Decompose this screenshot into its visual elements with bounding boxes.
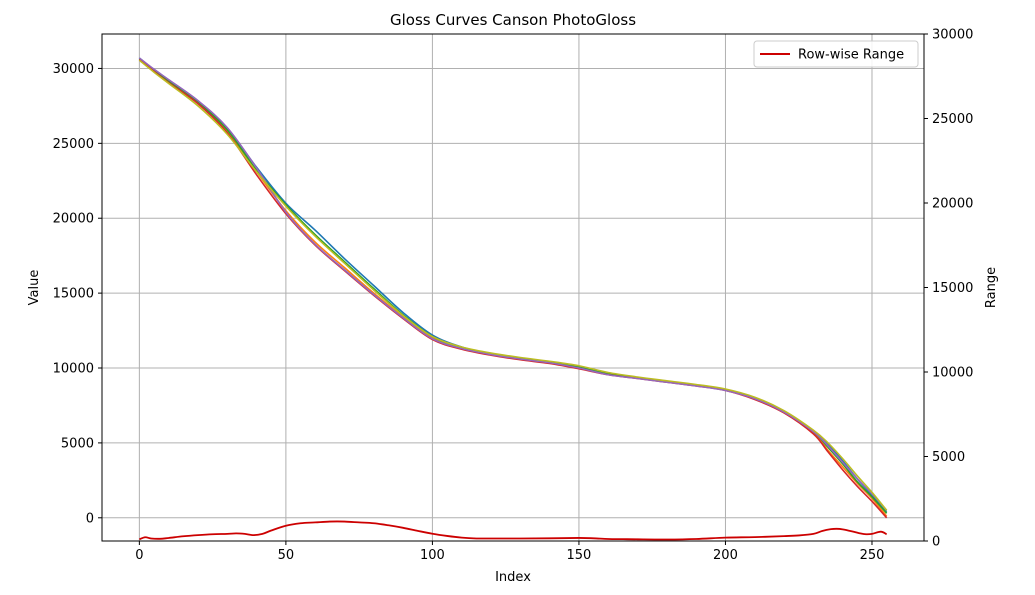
y-tick-label: 15000 xyxy=(53,287,94,302)
x-tick-label: 150 xyxy=(567,548,592,563)
y2-axis-label: Range xyxy=(984,267,999,308)
y2-tick-label: 20000 xyxy=(932,197,973,212)
y-tick-label: 5000 xyxy=(61,436,94,451)
x-tick-label: 50 xyxy=(278,548,295,563)
legend: Row-wise Range xyxy=(753,40,919,68)
y-tick-label: 20000 xyxy=(53,212,94,227)
y2-tick-label: 15000 xyxy=(932,281,973,296)
series-line-6 xyxy=(138,59,888,511)
y2-tick-label: 0 xyxy=(932,535,940,550)
y2-tick-label: 30000 xyxy=(932,28,973,43)
y-axis-ticks: 0 5000 10000 15000 20000 25000 30000 xyxy=(53,62,102,526)
x-tick-label: 200 xyxy=(713,548,738,563)
y2-tick-label: 10000 xyxy=(932,366,973,381)
y-tick-label: 10000 xyxy=(53,362,94,377)
series-line-row-wise-range xyxy=(139,520,888,541)
series-group xyxy=(138,57,888,541)
y2-tick-label: 25000 xyxy=(932,112,973,127)
x-tick-label: 250 xyxy=(860,548,885,563)
series-line-5 xyxy=(138,57,888,511)
y-axis-label: Value xyxy=(27,270,42,306)
y-tick-label: 30000 xyxy=(53,62,94,77)
y-tick-label: 25000 xyxy=(53,137,94,152)
x-axis-label: Index xyxy=(495,570,531,585)
grid xyxy=(102,34,924,541)
legend-box xyxy=(753,40,919,68)
y2-tick-label: 5000 xyxy=(932,450,965,465)
y2-axis-ticks: 0 5000 10000 15000 20000 25000 30000 xyxy=(924,28,973,550)
chart-title: Gloss Curves Canson PhotoGloss xyxy=(390,11,636,29)
x-axis-ticks: 0 50 100 150 200 250 xyxy=(135,541,884,563)
legend-label-row-wise-range: Row-wise Range xyxy=(798,48,904,63)
y-tick-label: 0 xyxy=(86,511,94,526)
x-tick-label: 0 xyxy=(135,548,143,563)
x-tick-label: 100 xyxy=(420,548,445,563)
